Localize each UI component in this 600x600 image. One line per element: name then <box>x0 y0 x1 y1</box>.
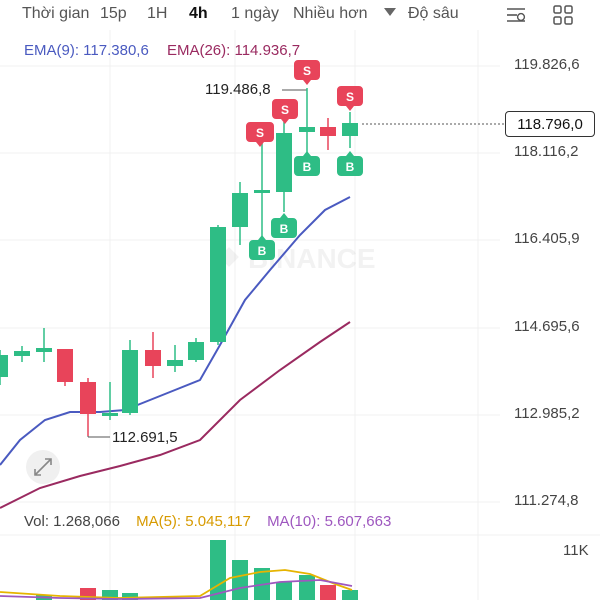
candle <box>342 112 358 148</box>
sell-marker[interactable]: S <box>337 86 363 111</box>
tab-time[interactable]: Thời gian <box>22 5 90 22</box>
candle <box>167 345 183 372</box>
timeframe-toolbar: Thời gian 15p 1H 4h 1 ngày Nhiều hơn Độ … <box>0 0 600 30</box>
expand-icon[interactable] <box>26 450 60 484</box>
price-axis-label: 119.826,6 <box>514 56 580 73</box>
sell-marker[interactable]: S <box>272 99 298 124</box>
ema26-value: EMA(26): 114.936,7 <box>166 42 301 59</box>
candle <box>145 332 161 378</box>
svg-text:S: S <box>346 90 354 104</box>
trade-markers: S S S S B B B B <box>246 60 363 260</box>
tab-1d[interactable]: 1 ngày <box>231 5 280 22</box>
candle <box>14 346 30 362</box>
candle <box>320 118 336 150</box>
price-axis-label: 114.695,6 <box>514 318 580 335</box>
ma10-volume-line <box>0 579 353 600</box>
svg-text:S: S <box>256 126 264 140</box>
candle <box>80 378 96 436</box>
price-axis-label: 118.116,2 <box>514 143 579 160</box>
buy-marker[interactable]: B <box>294 151 320 176</box>
tab-15m[interactable]: 15p <box>100 5 127 22</box>
tab-depth[interactable]: Độ sâu <box>408 5 459 22</box>
ma10-value: MA(10): 5.607,663 <box>267 513 392 530</box>
candle <box>122 340 138 415</box>
candle <box>232 182 248 245</box>
volume-axis-label: 11K <box>563 542 589 559</box>
volume-bars <box>36 540 358 600</box>
high-price-annotation: 119.486,8 <box>205 81 271 98</box>
indicator-settings-icon[interactable] <box>505 4 527 26</box>
svg-text:S: S <box>303 64 311 78</box>
tab-1h[interactable]: 1H <box>147 5 168 22</box>
chart-grid <box>0 30 600 600</box>
svg-text:B: B <box>346 160 355 174</box>
ema26-line <box>0 321 351 509</box>
volume-value: Vol: 1.268,066 <box>24 513 120 530</box>
low-price-annotation: 112.691,5 <box>112 429 178 446</box>
candle <box>36 328 52 362</box>
current-price-badge: 118.796,0 <box>505 111 595 137</box>
grid-layout-icon[interactable] <box>552 4 574 26</box>
ema9-line <box>0 196 351 466</box>
ema9-value: EMA(9): 117.380,6 <box>24 42 149 59</box>
binance-watermark: BINANCE <box>219 243 376 274</box>
candle <box>57 349 73 386</box>
tab-4h[interactable]: 4h <box>189 5 208 22</box>
candle <box>299 88 315 152</box>
ema-legend: EMA(9): 117.380,6 EMA(26): 114.936,7 <box>24 42 300 59</box>
more-timeframes-dropdown[interactable]: Nhiều hơn <box>293 5 368 22</box>
sell-marker[interactable]: S <box>294 60 320 85</box>
svg-text:B: B <box>303 160 312 174</box>
candle <box>276 122 292 212</box>
buy-marker[interactable]: B <box>337 151 363 176</box>
price-axis-label: 112.985,2 <box>514 405 580 422</box>
sell-marker[interactable]: S <box>246 122 274 147</box>
chevron-down-icon[interactable] <box>384 8 396 16</box>
price-axis-label: 116.405,9 <box>514 230 580 247</box>
candle <box>102 382 118 420</box>
ma5-volume-line <box>0 569 353 599</box>
svg-text:S: S <box>281 103 289 117</box>
buy-marker[interactable]: B <box>271 213 297 238</box>
price-axis-label: 111.274,8 <box>514 492 579 509</box>
candles <box>0 88 358 436</box>
candle <box>254 142 270 237</box>
candle <box>210 225 226 345</box>
svg-text:B: B <box>258 244 267 258</box>
buy-marker[interactable]: B <box>249 235 275 260</box>
ma5-value: MA(5): 5.045,117 <box>136 513 251 530</box>
volume-legend: Vol: 1.268,066 MA(5): 5.045,117 MA(10): … <box>24 513 391 530</box>
candle <box>188 338 204 362</box>
candle <box>0 350 8 385</box>
svg-text:B: B <box>280 222 289 236</box>
